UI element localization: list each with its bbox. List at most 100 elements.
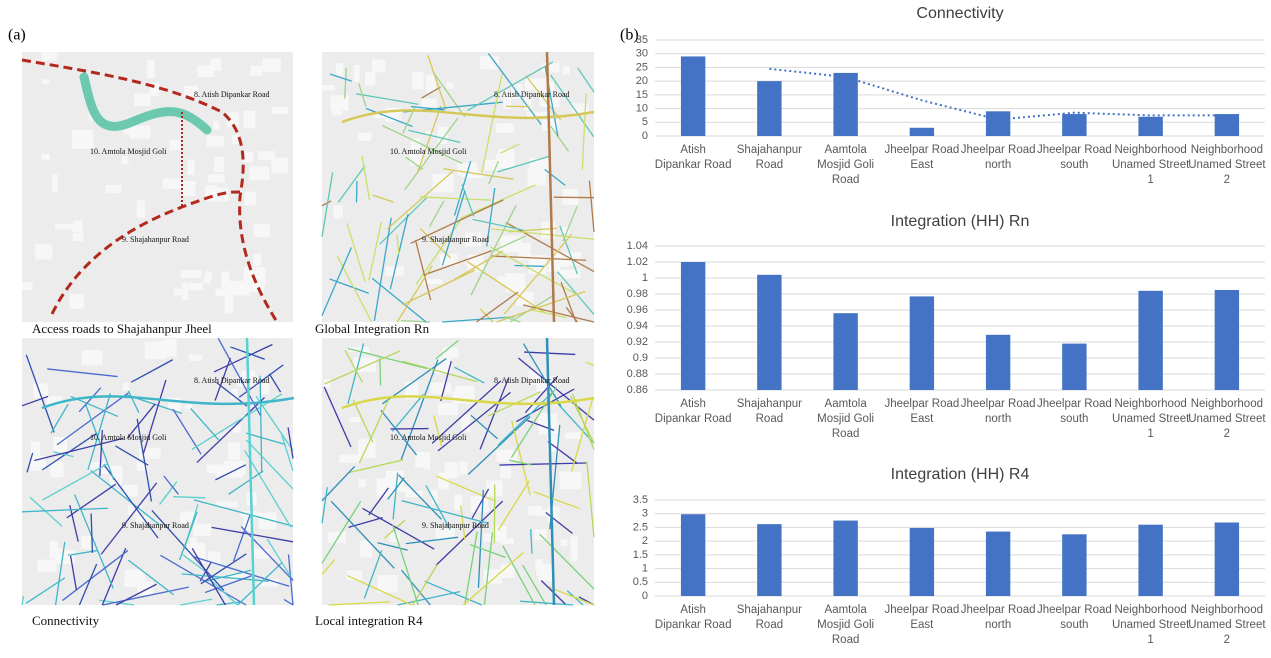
y-tick-label: 0.94 — [627, 320, 648, 332]
building — [189, 283, 203, 290]
building — [422, 99, 437, 107]
bar — [1062, 534, 1086, 596]
building — [377, 478, 397, 496]
building — [541, 222, 555, 239]
building — [123, 383, 129, 391]
building — [41, 52, 57, 60]
building — [69, 294, 84, 309]
panel-label: (a) — [8, 27, 26, 44]
bar — [986, 111, 1010, 136]
building — [560, 472, 582, 489]
building — [181, 270, 202, 278]
axial-line — [515, 266, 545, 267]
building — [460, 461, 468, 474]
building — [216, 288, 230, 296]
building — [271, 158, 288, 174]
building — [73, 221, 83, 232]
axial-line — [380, 358, 381, 386]
bar — [910, 528, 934, 596]
building — [499, 235, 515, 241]
road-label: 9. Shajahanpur Road — [122, 235, 189, 244]
y-tick-label: 30 — [636, 48, 648, 60]
y-tick-label: 2 — [642, 535, 648, 547]
building — [263, 58, 281, 71]
building — [496, 450, 517, 462]
bar — [910, 128, 934, 136]
y-tick-label: 1.02 — [627, 256, 648, 268]
y-tick-label: 1.5 — [633, 549, 648, 561]
building — [125, 570, 134, 585]
building — [35, 244, 52, 259]
bar — [681, 56, 705, 136]
bar — [681, 514, 705, 596]
road-label: 8. Atish Dipankar Road — [194, 376, 270, 385]
building — [229, 281, 250, 296]
building — [82, 350, 103, 365]
building — [365, 72, 375, 86]
building — [146, 347, 156, 359]
bar — [833, 521, 857, 596]
building — [204, 277, 211, 284]
building — [336, 63, 343, 77]
building — [349, 417, 360, 422]
bar — [1215, 114, 1239, 136]
building — [447, 82, 454, 88]
y-tick-label: 25 — [636, 61, 648, 73]
building — [164, 339, 177, 357]
bar — [1138, 291, 1162, 390]
building — [37, 560, 56, 573]
axial-line — [356, 181, 357, 202]
building — [137, 200, 145, 218]
building — [501, 538, 514, 544]
road-label: 9. Shajahanpur Road — [422, 235, 489, 244]
y-tick-label: 1 — [642, 562, 648, 574]
building — [81, 536, 91, 549]
building — [430, 383, 451, 394]
building — [163, 179, 181, 189]
building — [254, 254, 262, 266]
building — [206, 136, 224, 147]
building — [55, 224, 75, 230]
building — [330, 95, 348, 111]
building — [333, 205, 343, 218]
building — [243, 152, 253, 163]
building — [570, 537, 578, 551]
building — [225, 296, 233, 314]
bar — [910, 296, 934, 390]
building — [528, 169, 547, 186]
y-tick-label: 15 — [636, 89, 648, 101]
building — [122, 156, 129, 164]
page: {"panel_labels": ["(a)", "(b)"], "maps":… — [0, 0, 1271, 653]
building — [359, 479, 366, 487]
figure: (a) (b) 8. Atish Dipankar Road10. Amtola… — [0, 0, 1271, 653]
building — [52, 174, 58, 192]
building — [328, 532, 346, 543]
y-tick-label: 0 — [642, 130, 648, 142]
map-caption: Access roads to Shajahanpur Jheel — [32, 321, 212, 336]
building — [372, 59, 386, 72]
building — [322, 85, 334, 90]
building — [480, 56, 499, 69]
building — [443, 347, 459, 358]
building — [174, 288, 183, 295]
building — [228, 442, 240, 460]
building — [181, 181, 195, 196]
building — [188, 159, 195, 175]
bar — [986, 532, 1010, 596]
building — [169, 140, 180, 150]
